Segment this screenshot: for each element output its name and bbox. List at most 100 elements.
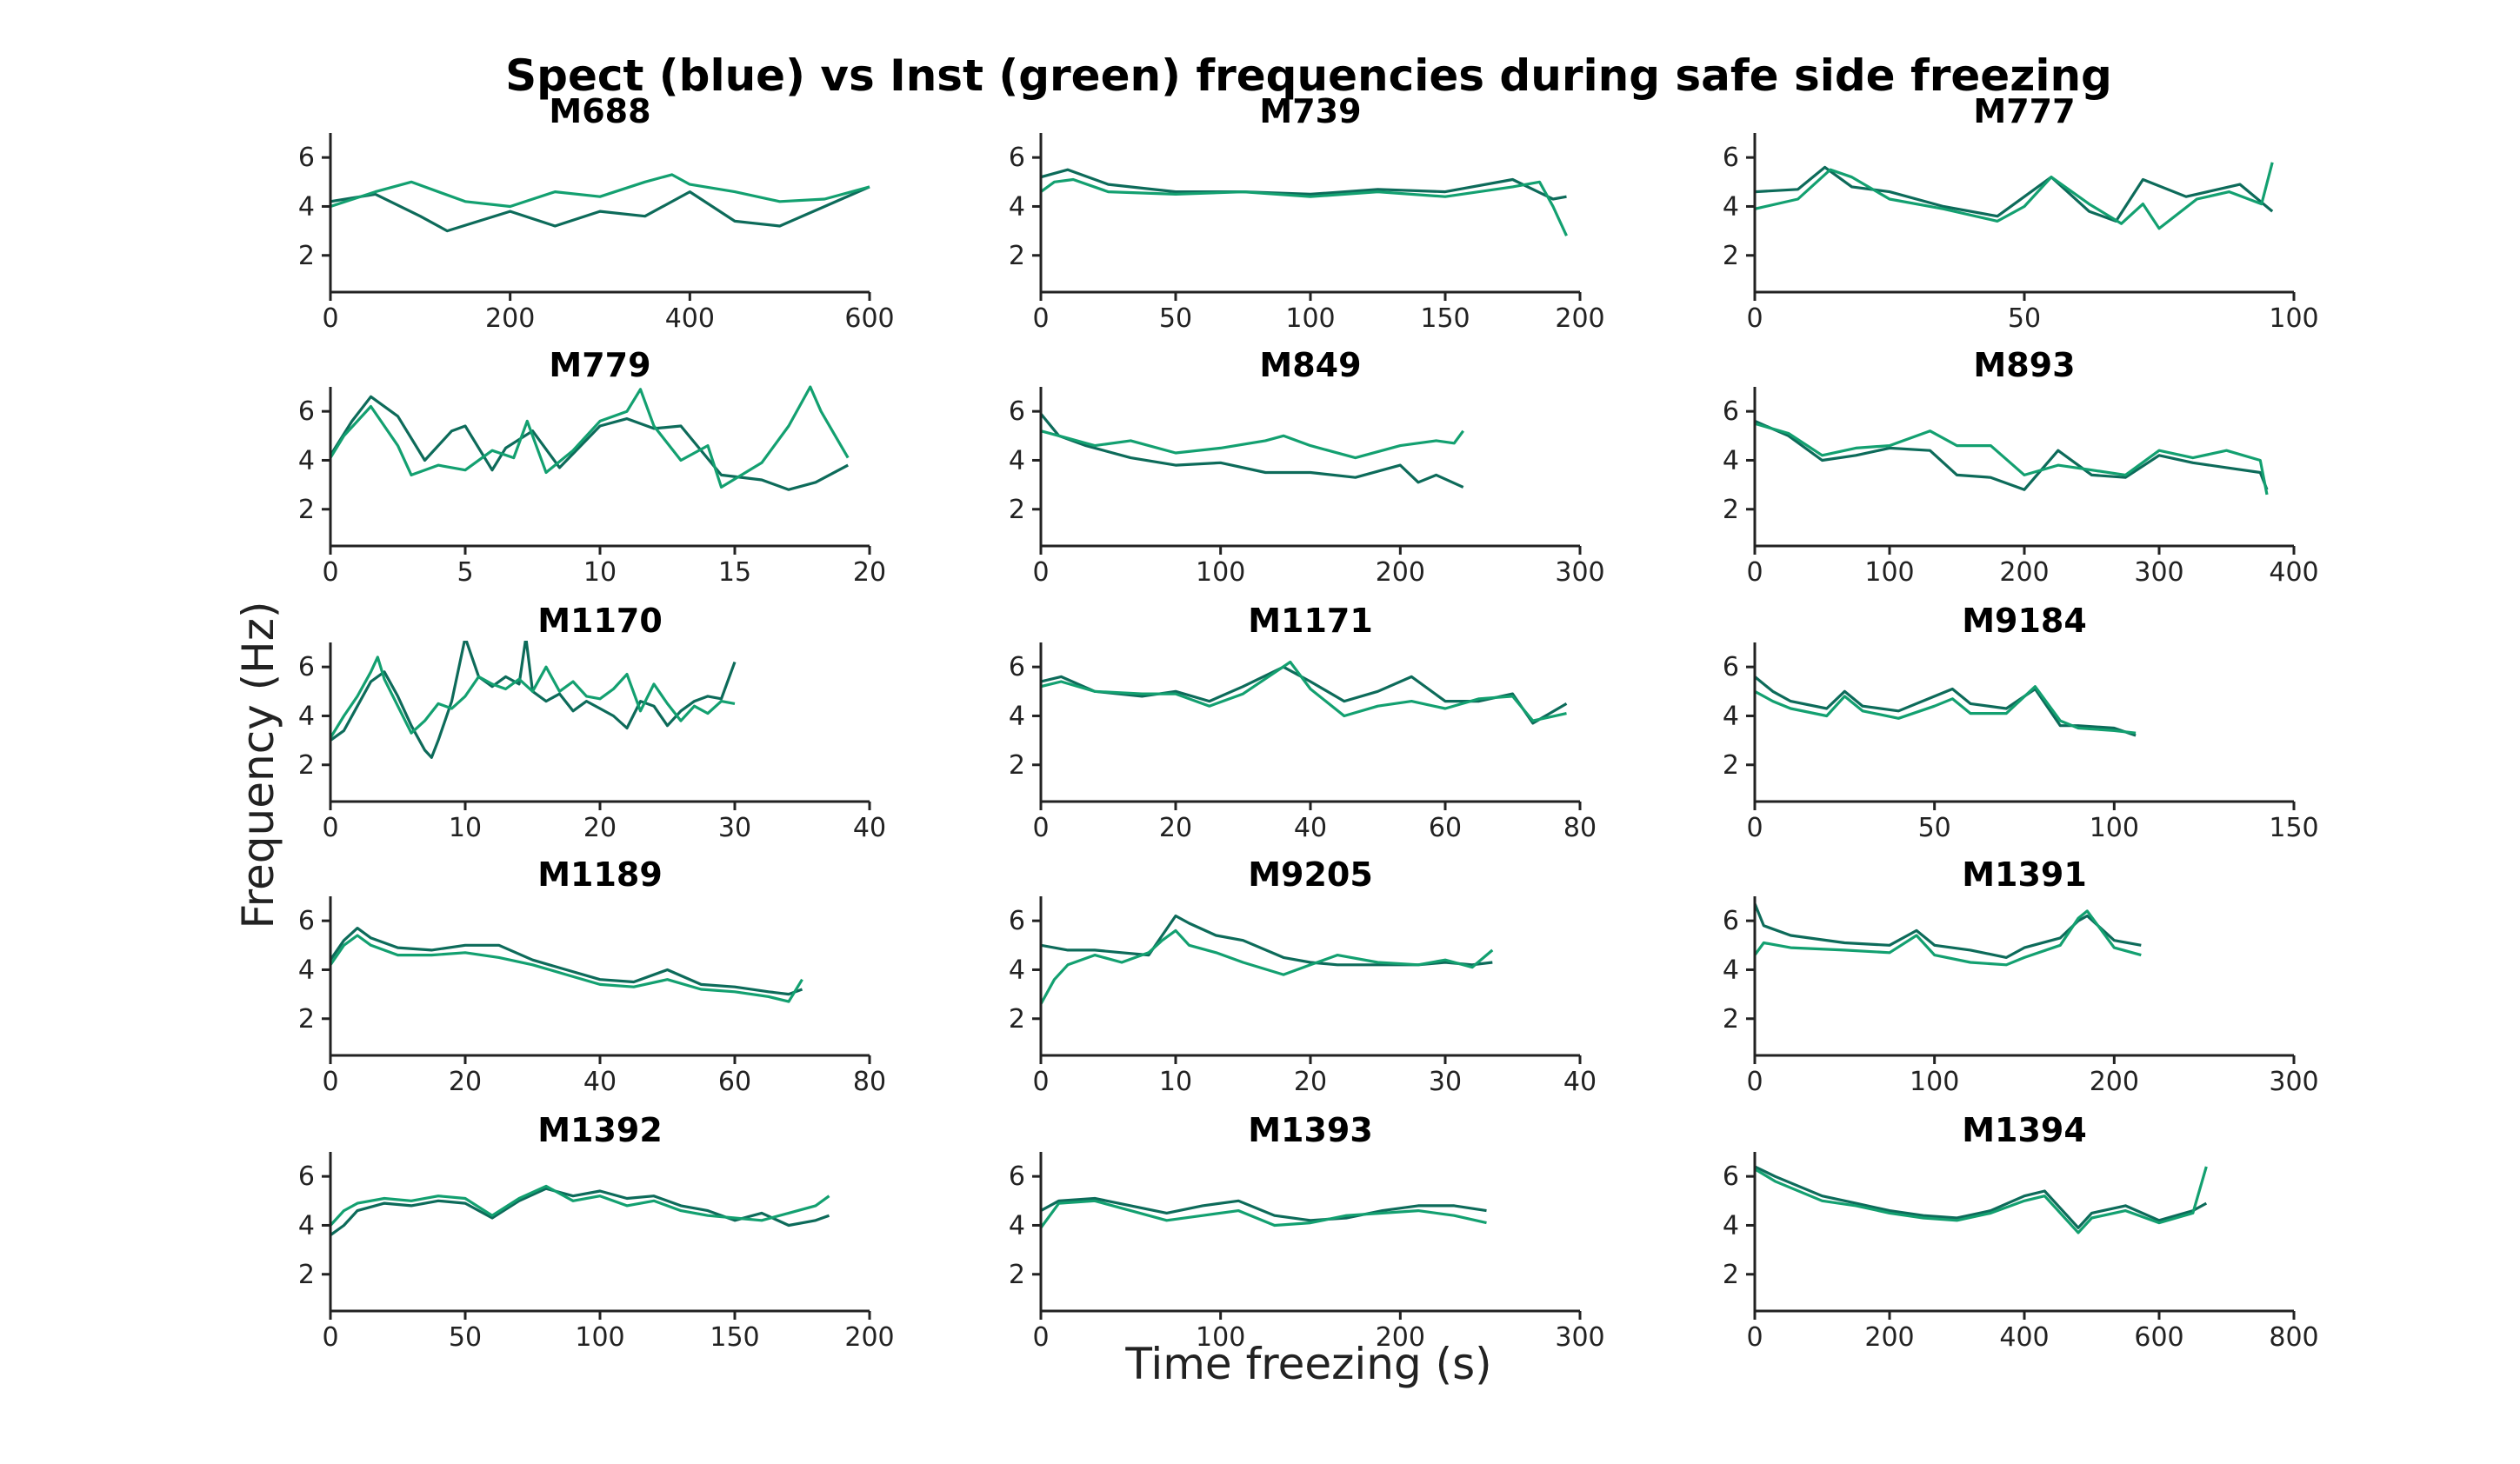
x-tick-label: 100 (2269, 303, 2318, 334)
inst-line-m1171 (1041, 660, 1567, 722)
x-tick-label: 200 (1555, 303, 1604, 334)
y-tick-label: 2 (298, 495, 315, 525)
inst-line-m849 (1041, 429, 1464, 460)
x-tick-label: 300 (2269, 1067, 2318, 1097)
x-tick-label: 100 (1196, 1322, 1245, 1353)
x-tick-label: 40 (853, 813, 886, 843)
spect-line-m1391 (1755, 902, 2142, 960)
spect-line-m739 (1041, 168, 1567, 201)
panel-title: M688 (549, 92, 650, 130)
panel-title: M1392 (537, 1111, 663, 1149)
panel-m779: 0 5 10 15 20 2 4 6 M779 (298, 346, 886, 588)
x-tick-label: 80 (1563, 813, 1597, 843)
panel-title: M1394 (1962, 1111, 2087, 1149)
x-tick-label: 100 (1864, 557, 1914, 588)
x-tick-label: 40 (1294, 813, 1327, 843)
panel-m688: 0 200 400 600 2 4 6 M688 (298, 92, 895, 334)
panel-m893: 0 100 200 300 400 2 4 6 M893 (1723, 346, 2319, 588)
spect-line-m1394 (1755, 1165, 2208, 1229)
inst-line-m1393 (1041, 1199, 1487, 1229)
panel-m1189: 0 20 40 60 80 2 4 6 M1189 (298, 855, 886, 1097)
y-tick-label: 2 (1723, 1004, 1739, 1035)
y-tick-label: 4 (1723, 955, 1739, 985)
x-tick-label: 200 (1999, 557, 2049, 588)
x-tick-label: 60 (1429, 813, 1462, 843)
figure-title: Spect (blue) vs Inst (green) frequencies… (505, 50, 2112, 101)
y-tick-label: 6 (1009, 396, 1025, 427)
panel-title: M1170 (537, 602, 663, 640)
x-tick-label: 400 (1999, 1322, 2049, 1353)
x-tick-label: 10 (449, 813, 482, 843)
x-tick-label: 0 (322, 557, 338, 588)
inst-line-m688 (330, 173, 870, 209)
y-tick-label: 4 (1009, 1210, 1025, 1241)
panel-m9205: 0 10 20 30 40 2 4 6 M9205 (1009, 855, 1597, 1097)
spect-line-m1189 (330, 926, 803, 996)
y-tick-label: 2 (1009, 1004, 1025, 1035)
x-tick-label: 30 (718, 813, 751, 843)
y-tick-label: 4 (1723, 191, 1739, 222)
panel-m1392: 0 50 100 150 200 2 4 6 M1392 (298, 1111, 895, 1353)
y-tick-label: 4 (298, 1210, 315, 1241)
x-tick-label: 400 (665, 303, 715, 334)
panel-m777: 0 50 100 2 4 6 M777 (1723, 92, 2319, 334)
inst-line-m779 (330, 385, 850, 489)
x-tick-label: 200 (844, 1322, 894, 1353)
x-tick-label: 40 (1563, 1067, 1597, 1097)
x-tick-label: 15 (718, 557, 751, 588)
x-tick-label: 300 (1555, 1322, 1604, 1353)
x-tick-label: 100 (1285, 303, 1335, 334)
y-tick-label: 6 (1009, 143, 1025, 173)
x-tick-label: 0 (1746, 813, 1763, 843)
x-tick-label: 40 (583, 1067, 617, 1097)
spect-line-m893 (1755, 419, 2269, 491)
y-tick-label: 2 (1009, 1260, 1025, 1290)
panel-m1391: 0 100 200 300 2 4 6 M1391 (1723, 855, 2319, 1097)
x-tick-label: 400 (2269, 557, 2318, 588)
inst-line-m1391 (1755, 909, 2142, 967)
y-tick-label: 6 (1723, 396, 1739, 427)
y-tick-label: 2 (298, 750, 315, 781)
y-tick-label: 6 (298, 906, 315, 936)
y-tick-label: 4 (298, 445, 315, 476)
y-tick-label: 2 (1009, 241, 1025, 271)
y-tick-label: 4 (298, 955, 315, 985)
inst-line-m777 (1755, 162, 2274, 230)
y-tick-label: 2 (1723, 241, 1739, 271)
x-tick-label: 50 (1918, 813, 1951, 843)
inst-line-m739 (1041, 177, 1568, 236)
panel-m1171: 0 20 40 60 80 2 4 6 M1171 (1009, 602, 1597, 843)
x-tick-label: 50 (1159, 303, 1192, 334)
x-tick-label: 150 (2269, 813, 2318, 843)
x-tick-label: 200 (1376, 557, 1425, 588)
x-tick-label: 0 (1032, 813, 1049, 843)
panel-title: M9205 (1248, 855, 1373, 894)
x-tick-label: 30 (1429, 1067, 1462, 1097)
y-tick-label: 6 (1723, 1161, 1739, 1192)
x-tick-label: 0 (1746, 1322, 1763, 1353)
x-tick-label: 600 (844, 303, 894, 334)
x-tick-label: 200 (2090, 1067, 2139, 1097)
x-tick-label: 300 (1555, 557, 1604, 588)
x-tick-label: 0 (1032, 303, 1049, 334)
spect-line-m1393 (1041, 1196, 1487, 1222)
x-tick-label: 10 (1159, 1067, 1192, 1097)
inst-line-m1394 (1755, 1166, 2208, 1234)
y-tick-label: 2 (1723, 495, 1739, 525)
y-tick-label: 6 (298, 143, 315, 173)
y-tick-label: 6 (298, 652, 315, 682)
panel-m1393: 0 100 200 300 2 4 6 M1393 (1009, 1111, 1605, 1353)
x-tick-label: 0 (1032, 1067, 1049, 1097)
panel-title: M739 (1259, 92, 1361, 130)
x-tick-label: 800 (2269, 1322, 2318, 1353)
x-tick-label: 20 (583, 813, 617, 843)
y-tick-label: 6 (1009, 906, 1025, 936)
x-tick-label: 100 (1196, 557, 1245, 588)
panel-title: M1391 (1962, 855, 2087, 894)
x-tick-label: 0 (322, 813, 338, 843)
x-tick-label: 300 (2134, 557, 2183, 588)
y-tick-label: 2 (298, 1260, 315, 1290)
y-tick-label: 2 (1723, 750, 1739, 781)
x-tick-label: 20 (1159, 813, 1192, 843)
